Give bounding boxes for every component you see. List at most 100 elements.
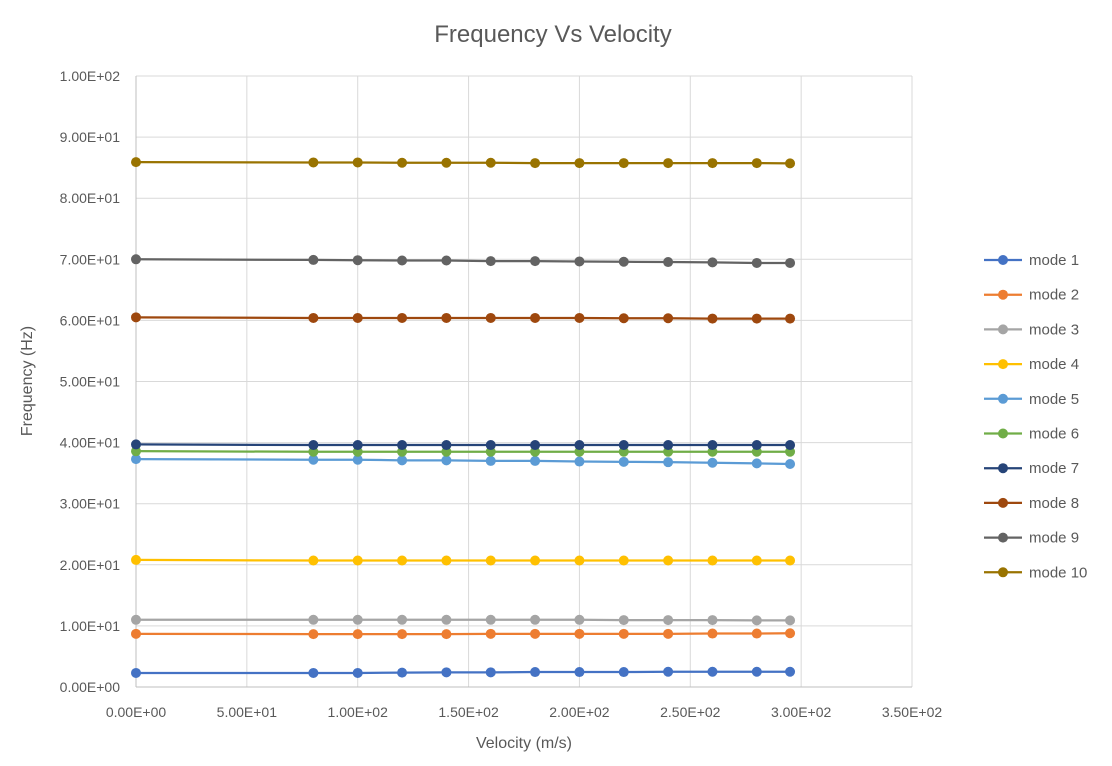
data-point: [618, 313, 629, 324]
data-point: [308, 254, 319, 265]
data-point: [530, 158, 541, 169]
data-point: [397, 440, 408, 451]
data-point: [707, 555, 718, 566]
data-point: [574, 555, 585, 566]
legend-item: mode 1: [984, 252, 1079, 269]
x-tick-label: 3.50E+02: [882, 704, 943, 720]
y-tick-label: 9.00E+01: [60, 129, 121, 145]
data-point: [397, 455, 408, 466]
legend-item: mode 7: [984, 460, 1079, 477]
data-point: [618, 615, 629, 626]
legend-item: mode 4: [984, 356, 1079, 373]
data-point: [785, 458, 796, 469]
data-point: [397, 555, 408, 566]
series-line: [136, 670, 791, 675]
legend-label: mode 8: [1029, 495, 1079, 512]
legend-label: mode 10: [1029, 564, 1087, 581]
data-point: [530, 455, 541, 466]
legend-swatch-marker: [998, 497, 1008, 508]
data-point: [574, 440, 585, 451]
data-point: [352, 157, 363, 168]
data-point: [785, 158, 796, 169]
data-point: [352, 614, 363, 625]
legend-label: mode 1: [1029, 252, 1079, 269]
series-line: [135, 161, 791, 165]
series-line: [135, 558, 791, 562]
series-line: [135, 316, 791, 320]
data-point: [352, 312, 363, 323]
data-point: [618, 456, 629, 467]
data-point: [707, 158, 718, 169]
x-tick-label: 3.00E+02: [771, 704, 832, 720]
data-point: [530, 312, 541, 323]
data-point: [308, 454, 319, 465]
data-point: [397, 312, 408, 323]
chart-title: Frequency Vs Velocity: [434, 21, 671, 48]
series-mode-1: [131, 666, 796, 678]
legend-swatch-marker: [998, 532, 1008, 543]
legend-label: mode 4: [1029, 356, 1079, 373]
gridlines: [136, 75, 913, 687]
axes: [135, 76, 912, 688]
legend-swatch-marker: [998, 324, 1008, 335]
data-point: [751, 615, 762, 626]
data-point: [131, 157, 141, 168]
x-tick-label: 5.00E+01: [217, 704, 278, 720]
data-point: [751, 158, 762, 169]
data-point: [131, 254, 141, 265]
legend-item: mode 2: [984, 287, 1079, 304]
series-mode-5: [131, 454, 796, 469]
x-tick-label: 1.50E+02: [438, 704, 499, 720]
data-point: [618, 555, 629, 566]
data-point: [574, 312, 585, 323]
data-point: [785, 257, 796, 268]
data-point: [574, 256, 585, 267]
data-point: [308, 312, 319, 323]
series-line: [135, 443, 791, 447]
data-point: [663, 615, 674, 626]
legend-label: mode 9: [1029, 530, 1079, 547]
data-point: [441, 312, 452, 323]
y-tick-label: 0.00E+00: [60, 679, 121, 695]
data-point: [485, 256, 496, 267]
data-point: [707, 615, 718, 626]
data-point: [308, 157, 319, 168]
series-line: [135, 632, 791, 636]
data-point: [131, 628, 141, 639]
data-point: [663, 440, 674, 451]
data-point: [663, 313, 674, 324]
series-mode-9: [131, 254, 796, 268]
series-mode-3: [131, 614, 796, 626]
data-point: [785, 555, 796, 566]
data-point: [441, 440, 452, 451]
series-lines: [131, 157, 796, 678]
data-point: [530, 555, 541, 566]
x-tick-label: 2.00E+02: [549, 704, 610, 720]
data-point: [485, 614, 496, 625]
legend-label: mode 5: [1029, 391, 1079, 408]
data-point: [751, 257, 762, 268]
legend-label: mode 7: [1029, 460, 1079, 477]
legend-item: mode 5: [984, 391, 1079, 408]
data-point: [441, 667, 452, 678]
data-point: [751, 628, 762, 639]
series-line: [135, 258, 791, 265]
data-point: [663, 457, 674, 468]
data-point: [663, 257, 674, 268]
data-point: [707, 666, 718, 677]
y-tick-label: 2.00E+01: [60, 557, 121, 573]
data-point: [574, 628, 585, 639]
data-point: [131, 312, 141, 323]
data-point: [485, 157, 496, 168]
data-point: [352, 440, 363, 451]
legend-item: mode 6: [984, 426, 1079, 443]
data-point: [707, 440, 718, 451]
data-point: [131, 554, 141, 565]
y-tick-label: 7.00E+01: [60, 251, 121, 267]
series-line: [136, 618, 791, 622]
series-mode-10: [131, 157, 796, 169]
data-point: [751, 458, 762, 469]
data-point: [308, 667, 319, 678]
data-point: [352, 629, 363, 640]
data-point: [785, 628, 796, 639]
